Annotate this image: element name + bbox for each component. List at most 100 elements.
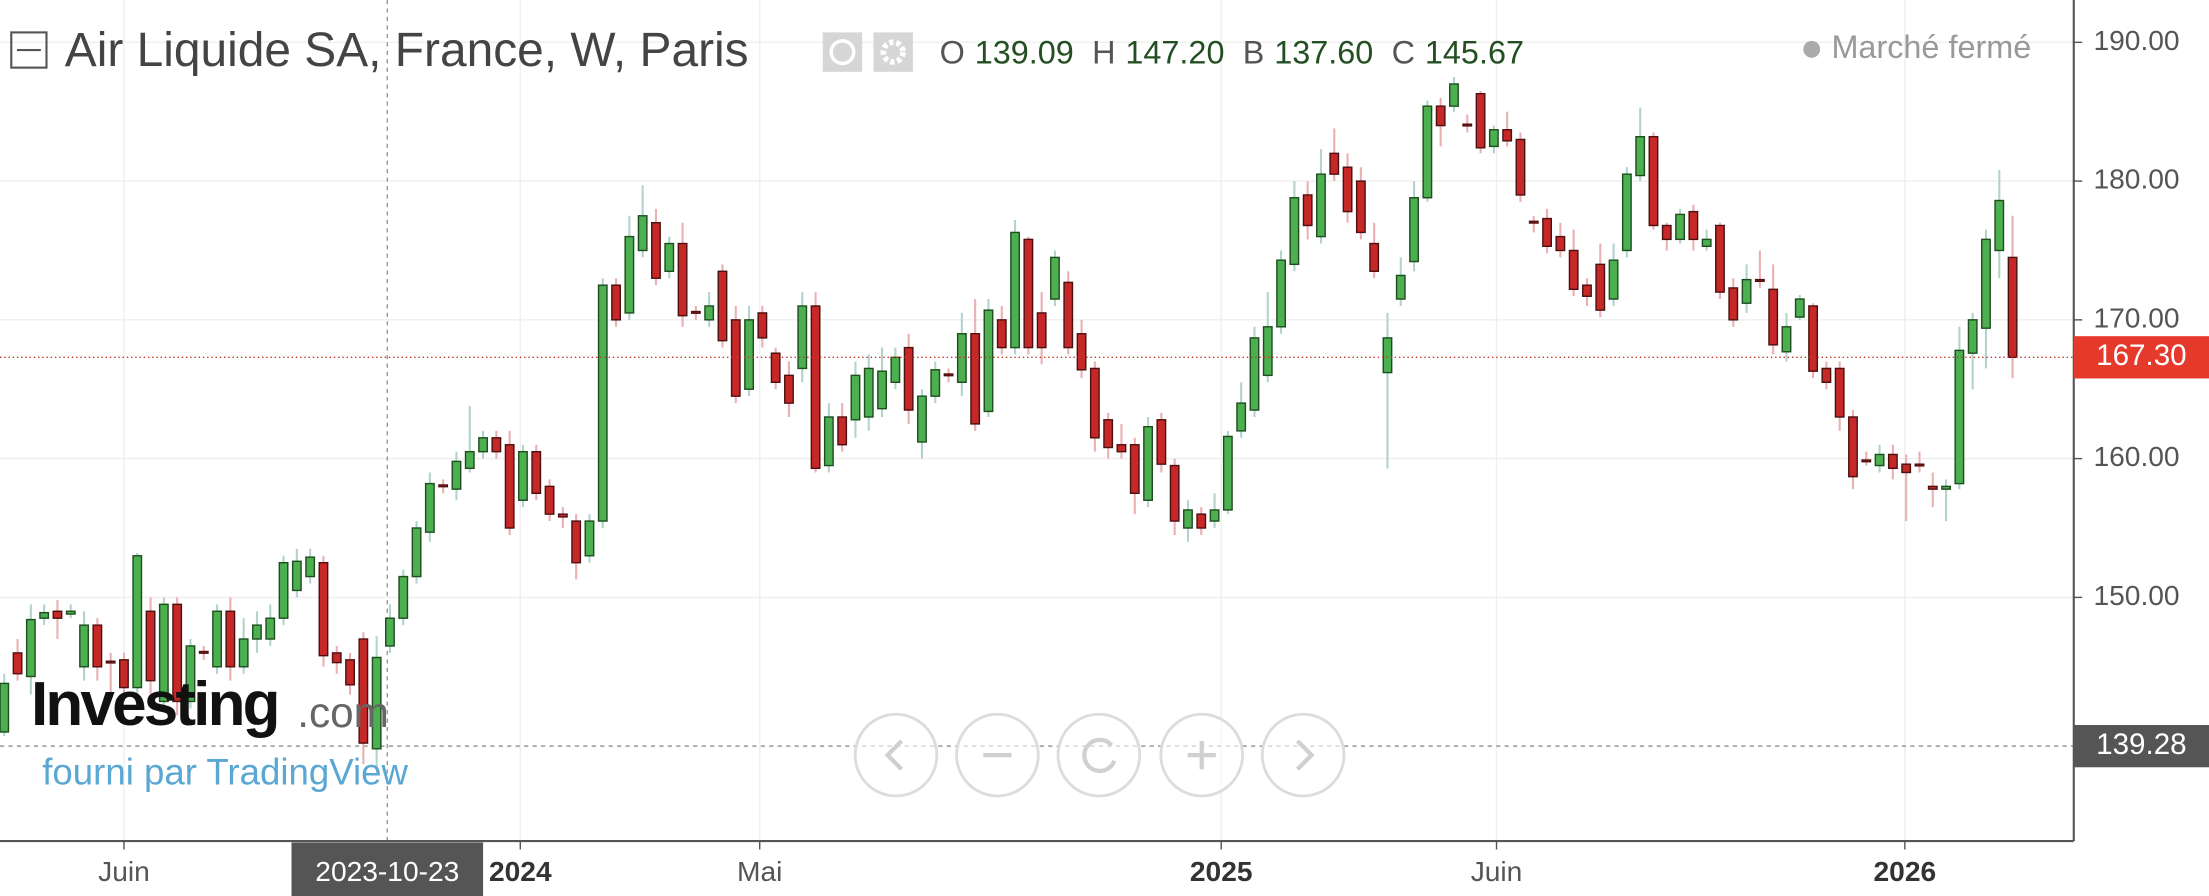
candle-body <box>1648 135 1659 227</box>
candle-body <box>65 610 76 615</box>
candle-body <box>172 603 183 703</box>
candle-body <box>1342 166 1353 213</box>
candle-body <box>1834 367 1845 418</box>
candle-body <box>651 222 661 279</box>
candle-body <box>690 310 701 314</box>
candle-body <box>784 374 794 404</box>
overlay: Investing .com fourni par TradingView Ai… <box>10 24 2031 798</box>
x-tick-label: Juin <box>1471 855 1523 887</box>
candle-body <box>1169 464 1180 522</box>
settings-icon[interactable] <box>873 32 913 72</box>
candle-body <box>1741 278 1752 304</box>
candle-body <box>1515 138 1526 196</box>
candle-body <box>531 450 542 495</box>
collapse-icon[interactable] <box>10 31 48 69</box>
candle-body <box>1715 224 1725 293</box>
candle-body <box>1621 173 1632 252</box>
candle-body <box>917 395 927 443</box>
candle-body <box>331 652 342 664</box>
candle-body <box>39 611 50 619</box>
candle-body <box>956 333 967 384</box>
candle-body <box>1156 419 1167 465</box>
ohlc-legend: O 139.09 H 147.20 B 137.60 C 145.67 <box>940 35 1524 71</box>
candle-body <box>12 652 23 675</box>
last-price-label: 167.30 <box>2096 339 2186 372</box>
candle-body <box>877 370 887 410</box>
candle-body <box>225 610 236 668</box>
candle-body <box>212 610 222 668</box>
watermark-suffix: .com <box>297 689 389 736</box>
y-tick-label: 170.00 <box>2093 301 2179 333</box>
credit: fourni par TradingView <box>42 752 408 793</box>
candle-body <box>1568 249 1579 291</box>
candle-body <box>1967 319 1978 354</box>
candle-body <box>1289 197 1300 266</box>
candle-body <box>1941 485 1952 490</box>
candle-body <box>1661 224 1672 241</box>
candle-body <box>1781 326 1792 353</box>
candle-body <box>1582 284 1592 297</box>
candle-body <box>1914 463 1925 467</box>
candle-body <box>411 527 422 578</box>
candle-body <box>1316 173 1326 238</box>
candle-body <box>1981 238 1991 329</box>
candle-body <box>1608 259 1619 300</box>
candle-body <box>797 305 808 370</box>
candle-body <box>664 242 675 272</box>
candle-body <box>518 450 528 501</box>
candle-body <box>1449 83 1459 107</box>
candle-body <box>1129 444 1140 495</box>
candle-body <box>544 485 555 515</box>
candle-body <box>132 555 143 689</box>
candle-body <box>265 617 276 640</box>
header: Air Liquide SA, France, W, Paris Marché … <box>10 24 2031 77</box>
candle-body <box>345 659 355 686</box>
candle-body <box>624 235 635 314</box>
candle-body <box>823 416 834 467</box>
y-tick-label: 150.00 <box>2093 579 2179 611</box>
candle-body <box>1635 135 1646 177</box>
candle-body <box>1555 235 1566 252</box>
candle-body <box>158 603 169 703</box>
crosshair-x-label: 2023-10-23 <box>315 855 459 887</box>
candle-body <box>611 284 621 321</box>
candle-body <box>1036 312 1047 349</box>
candle-body <box>970 333 981 425</box>
reset-button[interactable] <box>1056 712 1142 798</box>
candle-body <box>863 367 874 418</box>
candle-body <box>557 513 568 518</box>
candle-body <box>52 610 63 619</box>
candle-body <box>1116 444 1127 453</box>
candle-body <box>1595 263 1606 311</box>
candle-body <box>385 617 395 647</box>
candle-body <box>1701 238 1712 248</box>
candle-body <box>1143 425 1153 501</box>
icon-plus <box>1187 741 1216 770</box>
candle-body <box>1010 231 1020 349</box>
legend-key: O <box>940 35 965 71</box>
eye-icon[interactable] <box>822 32 863 72</box>
last-price-box <box>2073 336 2209 379</box>
candle-body <box>584 520 595 557</box>
crosshair-y-box <box>2073 725 2209 768</box>
candle-body <box>1887 453 1898 470</box>
watermark-brand: Investing <box>31 670 278 739</box>
candle-body <box>1302 194 1313 227</box>
candle-body <box>930 369 941 397</box>
legend-key: C <box>1392 35 1415 71</box>
candle-body <box>597 284 608 522</box>
status-dot <box>1803 40 1821 58</box>
legend-key: H <box>1092 35 1115 71</box>
candle-body <box>837 416 848 446</box>
scroll-left-button[interactable] <box>853 712 939 798</box>
candle-body <box>119 659 129 689</box>
candle-body <box>291 560 302 592</box>
scroll-right-button[interactable] <box>1260 712 1346 798</box>
candle-body <box>1848 416 1858 478</box>
legend-key: B <box>1243 35 1265 71</box>
candle-body <box>1502 129 1513 142</box>
zoom-controls <box>853 712 1346 798</box>
legend-value: 145.67 <box>1425 35 1524 71</box>
candle-body <box>1183 509 1193 529</box>
